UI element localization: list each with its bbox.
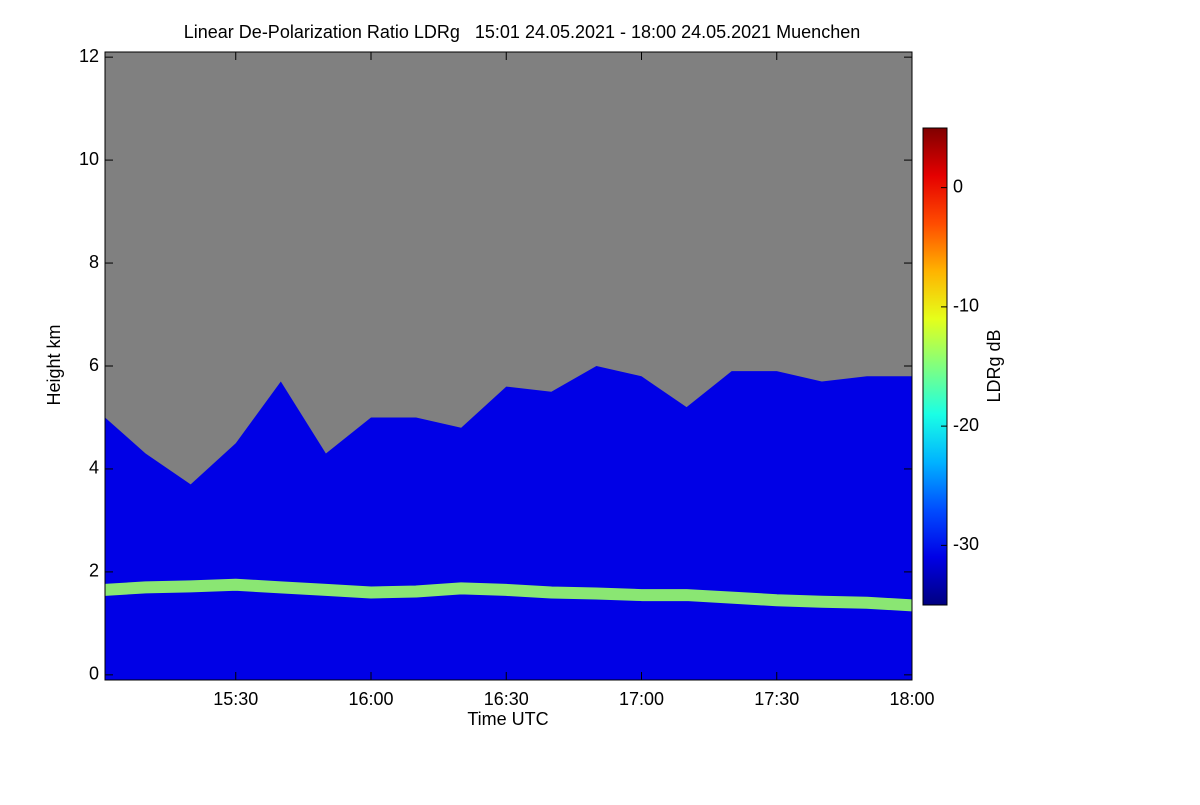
- x-tick-label: 18:00: [889, 689, 934, 709]
- colorbar: [922, 127, 948, 606]
- x-axis-label: Time UTC: [467, 709, 548, 729]
- colorbar-tick-label: -10: [953, 296, 979, 316]
- chart-title: Linear De-Polarization Ratio LDRg 15:01 …: [184, 22, 860, 42]
- x-tick-label: 15:30: [213, 689, 258, 709]
- colorbar-tick-label: -30: [953, 534, 979, 554]
- x-tick-label: 17:00: [619, 689, 664, 709]
- y-tick-label: 10: [79, 149, 99, 169]
- y-tick-label: 12: [79, 46, 99, 66]
- y-tick-label: 0: [89, 664, 99, 684]
- aerosol-layer: [104, 578, 913, 612]
- y-tick-label: 2: [89, 561, 99, 581]
- colorbar-label: LDRg dB: [984, 329, 1004, 402]
- y-tick-label: 4: [89, 458, 99, 478]
- colorbar-tick-label: 0: [953, 176, 963, 196]
- x-tick-label: 16:00: [348, 689, 393, 709]
- y-tick-label: 6: [89, 355, 99, 375]
- colorbar-tick-label: -20: [953, 415, 979, 435]
- y-tick-label: 8: [89, 252, 99, 272]
- y-axis-label: Height km: [44, 324, 64, 405]
- x-tick-label: 17:30: [754, 689, 799, 709]
- x-tick-label: 16:30: [484, 689, 529, 709]
